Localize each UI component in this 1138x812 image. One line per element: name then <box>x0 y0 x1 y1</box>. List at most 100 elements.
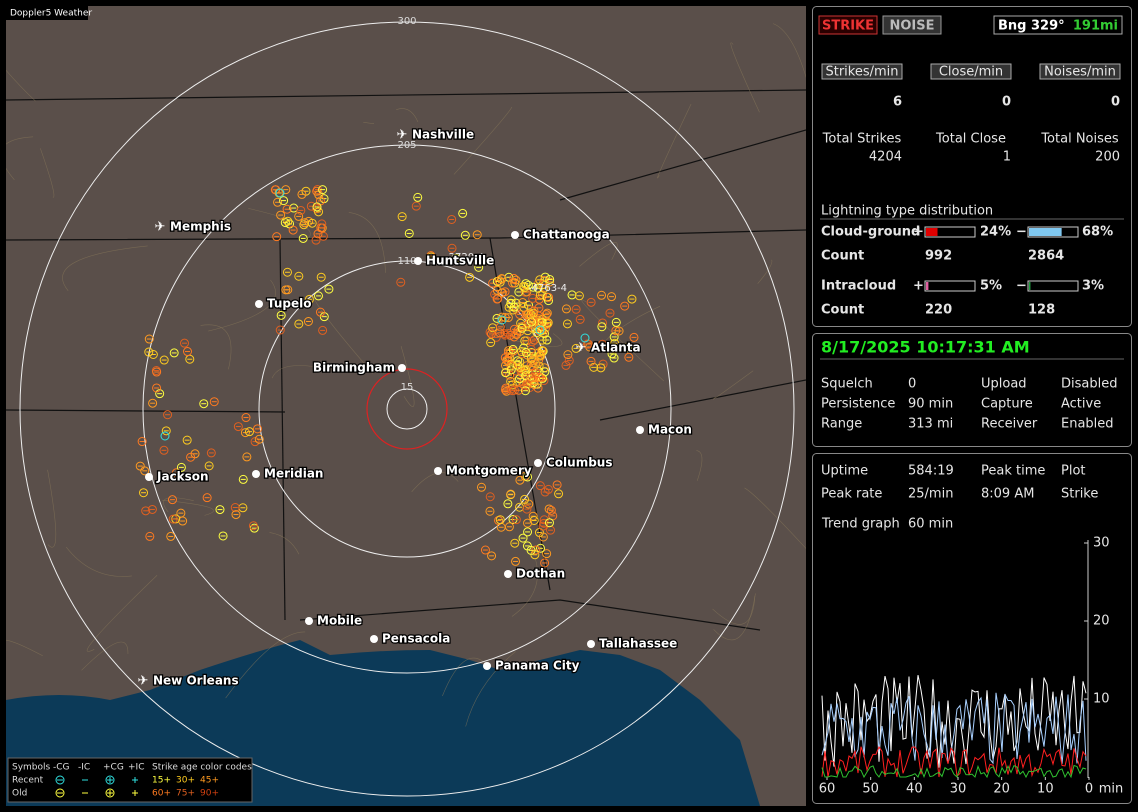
strike <box>614 326 624 336</box>
strike <box>167 495 177 505</box>
strike <box>500 353 510 363</box>
stats-field: Peak time <box>981 464 1045 479</box>
legend-text: 75+ <box>176 789 195 799</box>
strike <box>512 360 522 370</box>
strike <box>140 466 150 476</box>
legend-text: Old <box>12 789 27 799</box>
strike <box>238 474 248 484</box>
strike <box>542 308 552 318</box>
city-label: Macon <box>648 423 692 437</box>
strike <box>304 294 314 304</box>
total-value: 4204 <box>869 150 902 165</box>
strike <box>508 344 518 354</box>
count: 2864 <box>1028 249 1064 264</box>
road <box>248 208 311 242</box>
rate-value: 6 <box>893 95 902 110</box>
strike <box>486 329 496 339</box>
rate-button[interactable] <box>1039 63 1121 80</box>
road <box>712 596 756 625</box>
city-dot <box>511 231 519 239</box>
strike <box>541 310 551 320</box>
strike <box>294 319 304 329</box>
road <box>363 121 375 124</box>
strike <box>523 309 533 319</box>
strike <box>474 262 484 272</box>
strike <box>294 271 304 281</box>
strike-button[interactable] <box>818 15 878 35</box>
city-label: Atlanta <box>591 341 641 355</box>
strike <box>397 212 407 222</box>
strike <box>535 275 545 285</box>
city-dot <box>305 617 313 625</box>
strike <box>571 343 581 353</box>
strike <box>544 504 554 514</box>
dist-label: Cloud-ground <box>821 225 920 240</box>
strike <box>199 399 209 409</box>
strike <box>538 346 548 356</box>
x-tick-label: 0 <box>1085 782 1093 797</box>
strike <box>629 332 639 342</box>
strike <box>144 334 154 344</box>
x-tick-label: 60 <box>819 782 836 797</box>
road <box>225 631 306 699</box>
road <box>6 69 36 102</box>
strike-cg <box>497 315 507 325</box>
pct-track <box>924 280 976 292</box>
strike <box>503 313 513 323</box>
strike <box>519 281 529 291</box>
strike <box>273 197 283 207</box>
legend-text: Symbols <box>12 763 51 773</box>
pct-bar <box>1029 228 1062 236</box>
strike <box>497 274 507 284</box>
road <box>579 242 618 267</box>
strike <box>523 472 533 482</box>
strike-cg <box>580 333 590 343</box>
airport-icon: ✈ <box>397 128 408 143</box>
city-label: Tupelo <box>267 297 312 311</box>
strike <box>163 410 173 420</box>
strike <box>497 288 507 298</box>
strike <box>137 437 147 447</box>
strike <box>542 549 552 559</box>
trend-span: 60 min <box>908 517 953 532</box>
rate-button[interactable] <box>821 63 903 80</box>
strike <box>141 506 151 516</box>
strike <box>311 235 321 245</box>
strike <box>209 397 219 407</box>
sign: − <box>1016 225 1027 240</box>
strike-cg <box>535 325 545 335</box>
strike-button-label[interactable]: STRIKE <box>822 19 874 34</box>
strike <box>168 514 178 524</box>
legend-text: 90+ <box>200 789 219 799</box>
strike <box>575 314 585 324</box>
strike <box>509 302 519 312</box>
strike <box>506 365 516 375</box>
noise-button[interactable] <box>882 15 942 35</box>
strike <box>563 350 573 360</box>
state-line <box>6 89 806 101</box>
rate-button[interactable] <box>930 63 1012 80</box>
strike <box>280 218 290 228</box>
strike <box>544 518 554 528</box>
strike <box>296 205 306 215</box>
city-label: Nashville <box>412 128 474 142</box>
y-tick-label: 30 <box>1093 536 1110 551</box>
strike <box>317 219 327 229</box>
strike <box>520 386 530 396</box>
legend-text: 15+ <box>152 776 171 786</box>
strike <box>202 493 212 503</box>
trend-line <box>821 764 1087 779</box>
strike <box>597 322 607 332</box>
strike <box>609 353 619 363</box>
strike <box>241 413 251 423</box>
legend-text: -IC <box>78 763 90 773</box>
trend-label: Trend graph <box>821 517 900 532</box>
strike <box>145 531 155 541</box>
bearing-box <box>993 15 1123 35</box>
x-tick-label: 50 <box>862 782 879 797</box>
status-field: 0 <box>908 377 916 392</box>
strike <box>534 303 544 313</box>
noise-button-label[interactable]: NOISE <box>889 19 934 34</box>
strike <box>316 272 326 282</box>
strike <box>528 282 538 292</box>
